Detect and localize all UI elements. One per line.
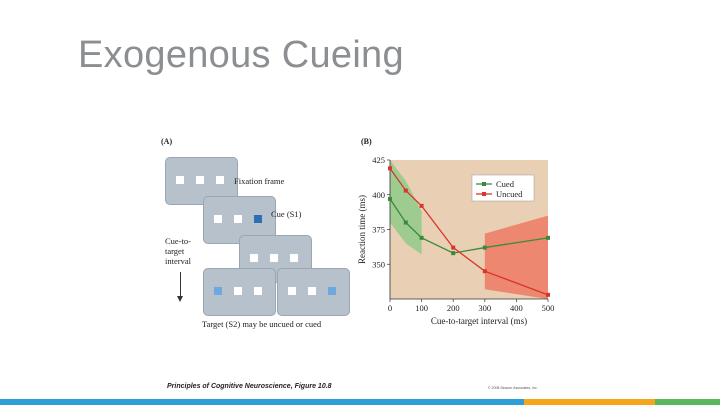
data-point-uncued xyxy=(482,269,487,274)
footer-segment xyxy=(589,399,655,405)
target-box xyxy=(328,287,336,295)
x-tick-label: 500 xyxy=(542,303,555,313)
reaction-time-chart: 350 375 400 425 0 100 200 300 400 500 Cue-to-targe… xyxy=(357,155,555,326)
placeholder-box xyxy=(216,176,224,184)
series-line-uncued xyxy=(389,167,549,296)
interval-label-line: Cue-to- xyxy=(165,236,191,246)
y-tick-label: 375 xyxy=(372,225,385,235)
placeholder-box xyxy=(250,254,258,262)
footer-segment xyxy=(654,399,720,405)
figure: (A) Fixation frame Cue (S1) Cue-to- targ… xyxy=(155,132,565,400)
interval-arrow-shaft xyxy=(180,272,181,298)
placeholder-box xyxy=(214,215,222,223)
legend-label-cued: Cued xyxy=(496,179,515,189)
footer-segment xyxy=(0,399,66,405)
fixation-point xyxy=(308,287,316,295)
interval-label-line: target xyxy=(165,246,185,256)
footer-segment xyxy=(392,399,459,405)
target-label: Target (S2) may be uncued or cued xyxy=(202,319,322,329)
panel-a-label: (A) xyxy=(161,137,173,146)
legend-box xyxy=(471,174,535,202)
figure-caption: Principles of Cognitive Neuroscience, Fi… xyxy=(167,383,332,390)
fixation-frame xyxy=(165,157,238,205)
data-point-uncued xyxy=(403,188,408,193)
cue-frame xyxy=(203,196,276,244)
footer-segment xyxy=(523,399,590,405)
fixation-point xyxy=(270,254,278,262)
x-tick-label: 100 xyxy=(415,303,428,313)
x-tick-label: 200 xyxy=(447,303,460,313)
series-line-cued xyxy=(389,198,549,254)
placeholder-box xyxy=(290,254,298,262)
placeholder-box xyxy=(288,287,296,295)
cue-label: Cue (S1) xyxy=(271,209,302,219)
placeholder-box xyxy=(254,287,262,295)
footer-segment xyxy=(130,399,197,405)
confidence-band-uncued xyxy=(484,215,548,299)
placeholder-box xyxy=(176,176,184,184)
target-box xyxy=(214,287,222,295)
interval-label-line: interval xyxy=(165,256,191,266)
data-point-uncued xyxy=(388,166,392,171)
x-tick-label: 0 xyxy=(388,303,392,313)
fixation-point xyxy=(234,215,242,223)
data-point-uncued xyxy=(546,292,550,297)
interval-arrow-head xyxy=(177,296,183,302)
footer-color-bar xyxy=(0,399,720,405)
target-frame-cued xyxy=(277,268,350,316)
data-point-cued xyxy=(388,196,392,201)
target-frame-uncued xyxy=(203,268,276,316)
y-tick-label: 400 xyxy=(372,190,385,200)
x-tick-label: 400 xyxy=(510,303,523,313)
footer-segment xyxy=(327,399,393,405)
footer-segment xyxy=(65,399,131,405)
data-point-uncued xyxy=(419,203,424,208)
fixation-point xyxy=(196,176,204,184)
data-point-cued xyxy=(451,251,456,256)
y-tick-label: 425 xyxy=(372,155,385,165)
y-axis-label: Reaction time (ms) xyxy=(357,195,367,264)
data-point-cued xyxy=(546,235,550,240)
data-point-cued xyxy=(482,245,487,250)
data-point-uncued xyxy=(451,245,456,250)
fixation-label: Fixation frame xyxy=(234,176,285,186)
footer-segment xyxy=(261,399,328,405)
panel-b-label: (B) xyxy=(361,137,372,146)
cue-box xyxy=(254,215,262,223)
legend-marker-cued xyxy=(482,182,486,186)
fixation-point xyxy=(234,287,242,295)
copyright: © 2008 Sinauer Associates, Inc. xyxy=(488,386,538,390)
footer-segment xyxy=(196,399,262,405)
footer-segment xyxy=(458,399,524,405)
x-tick-label: 300 xyxy=(478,303,491,313)
y-tick-label: 350 xyxy=(372,259,385,269)
x-axis-label: Cue-to-target interval (ms) xyxy=(431,316,527,326)
slide-title: Exogenous Cueing xyxy=(78,34,404,76)
legend-label-uncued: Uncued xyxy=(496,189,523,199)
legend-marker-uncued xyxy=(482,192,486,196)
data-point-cued xyxy=(419,235,424,240)
interval-label: Cue-to- target interval xyxy=(165,236,191,266)
data-point-cued xyxy=(403,220,408,225)
